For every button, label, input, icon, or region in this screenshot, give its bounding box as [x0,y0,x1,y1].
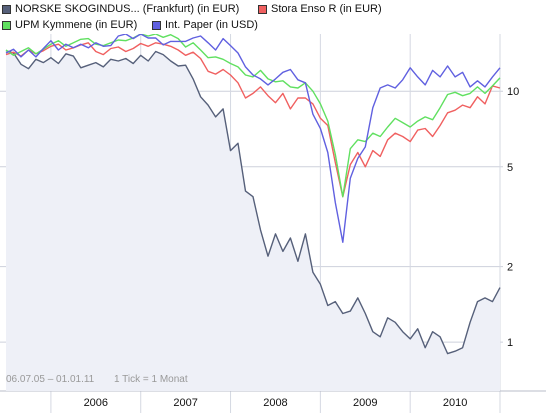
y-axis: 1 2 5 10 [507,86,519,349]
y-tick-label: 1 [507,337,513,349]
legend-swatch-upm [2,21,11,30]
footer-range: 06.07.05 – 01.01.11 [6,374,95,385]
legend-label-stora: Stora Enso R (in EUR) [271,3,382,15]
y-tick-label: 5 [507,162,513,174]
legend-item-ip[interactable]: Int. Paper (in USD) [152,19,258,32]
x-tick-label: 2009 [353,397,377,409]
chart-area: 1 2 5 10 2006 2007 2008 2009 2010 06.07.05 – 01… [0,34,546,413]
legend-item-norske[interactable]: NORSKE SKOGINDUS... (Frankfurt) (in EUR) [2,3,239,16]
legend-swatch-stora [258,5,267,14]
x-tick-label: 2006 [84,397,108,409]
x-axis: 2006 2007 2008 2009 2010 [84,397,468,409]
norske-area-fill [6,50,500,391]
legend-item-upm[interactable]: UPM Kymmene (in EUR) [2,19,137,32]
legend-label-upm: UPM Kymmene (in EUR) [15,19,138,31]
legend-swatch-norske [2,5,11,14]
series-line-stora [5,42,501,198]
legend-item-stora[interactable]: Stora Enso R (in EUR) [258,3,382,16]
series-line-upm [5,34,501,198]
x-tick-label: 2008 [263,397,287,409]
legend-swatch-ip [152,21,161,30]
series-line-norske [5,50,501,355]
x-tick-label: 2010 [443,397,467,409]
footer-tick: 1 Tick = 1 Monat [114,374,188,385]
x-tick-label: 2007 [173,397,197,409]
series-line-ip [5,34,501,244]
series-layer [5,34,501,355]
legend-label-norske: NORSKE SKOGINDUS... (Frankfurt) (in EUR) [15,3,240,15]
y-tick-label: 2 [507,262,513,274]
legend-label-ip: Int. Paper (in USD) [165,19,258,31]
chart-legend: NORSKE SKOGINDUS... (Frankfurt) (in EUR)… [0,0,546,34]
y-tick-label: 10 [507,86,519,98]
